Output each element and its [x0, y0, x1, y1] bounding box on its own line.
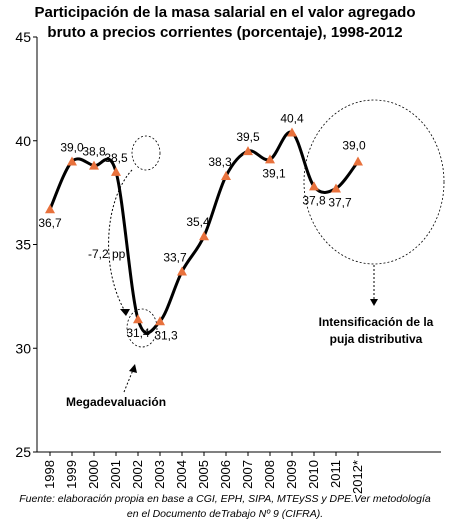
x-tick-label: 2001 — [108, 460, 123, 489]
marker-1999 — [67, 156, 77, 166]
y-tick-label: 40 — [15, 133, 31, 149]
drop-label: -7,2 pp — [88, 247, 126, 261]
y-tick-label: 45 — [15, 29, 31, 45]
marker-2003 — [155, 316, 165, 326]
x-tick-label: 2003 — [152, 460, 167, 489]
x-tick-label: 2010 — [306, 460, 321, 489]
devaluation-label: Megadevaluación — [66, 395, 166, 409]
dispute-arrow-head — [370, 299, 378, 306]
x-tick-label: 2012* — [350, 460, 365, 494]
data-label-2002: 31,4 — [126, 326, 150, 340]
chart-title-line-1: Participación de la masa salarial en el … — [34, 4, 415, 21]
x-tick-label: 1999 — [64, 460, 79, 489]
x-tick-label: 2002 — [130, 460, 145, 489]
x-tick-label: 1998 — [42, 460, 57, 489]
data-label-2010: 37,8 — [302, 193, 326, 207]
series-line — [48, 130, 360, 335]
marker-2012 — [353, 156, 363, 166]
x-tick-label: 2009 — [284, 460, 299, 489]
data-label-1999: 39,0 — [60, 141, 84, 155]
series-markers — [45, 127, 363, 326]
data-label-2000: 38,8 — [82, 145, 106, 159]
circle-2001-marker — [131, 135, 161, 171]
x-tick-label: 2007 — [240, 460, 255, 489]
x-tick-label: 2005 — [196, 460, 211, 489]
marker-2009 — [287, 127, 297, 137]
data-label-2005: 35,4 — [186, 215, 210, 229]
x-tick-label: 2004 — [174, 460, 189, 489]
marker-2007 — [243, 146, 253, 156]
y-tick-label: 35 — [15, 237, 31, 253]
data-label-2012: 39,0 — [342, 139, 366, 153]
data-label-1998: 36,7 — [38, 216, 62, 230]
devaluation-arrow — [123, 369, 134, 393]
devaluation-arrow-head — [129, 364, 137, 373]
marker-1998 — [45, 204, 55, 214]
circle-2002-marker — [126, 308, 158, 348]
data-label-2004: 33,7 — [163, 250, 187, 264]
marker-2008 — [265, 154, 275, 164]
y-tick-label: 25 — [15, 444, 31, 460]
marker-2000 — [89, 160, 99, 170]
x-tick-label: 2006 — [218, 460, 233, 489]
x-axis-ticks: 1998 1999 2000 2001 2002 2003 2004 2005 2006 2007… — [42, 452, 365, 494]
chart-title-line-2: bruto a precios corrientes (porcentaje),… — [47, 24, 402, 41]
marker-2011 — [331, 183, 341, 193]
marker-2002 — [133, 314, 143, 324]
x-tick-label: 2000 — [86, 460, 101, 489]
data-label-2001: 38,5 — [104, 151, 128, 165]
marker-2004 — [177, 266, 187, 276]
circle-2008-2012-region — [303, 99, 445, 265]
data-label-2007: 39,5 — [236, 130, 260, 144]
data-label-2003: 31,3 — [154, 328, 178, 342]
dispute-label-line-1: Intensificación de la — [319, 315, 434, 329]
marker-2006 — [221, 171, 231, 181]
dispute-label-line-2: puja distributiva — [330, 332, 423, 346]
data-label-2011: 37,7 — [328, 195, 352, 209]
x-tick-label: 2008 — [262, 460, 277, 489]
drop-arrow — [108, 169, 133, 314]
annotations: -7,2 pp Megadevaluación Intensificación … — [66, 99, 445, 409]
drop-arrow-head — [120, 309, 130, 316]
source-note-line-2: en el Documento deTrabajo Nº 9 (CIFRA). — [127, 508, 323, 520]
data-labels: 36,739,038,838,531,4 31,333,735,438,339,5… — [38, 111, 366, 342]
source-note-line-1: Fuente: elaboración propia en base a CGI… — [19, 493, 431, 505]
y-axis-ticks: 25 30 35 40 45 — [15, 29, 37, 460]
y-tick-label: 30 — [15, 340, 31, 356]
x-tick-label: 2011 — [328, 460, 343, 488]
marker-2001 — [111, 166, 121, 176]
marker-2005 — [199, 231, 209, 241]
marker-2010 — [309, 181, 319, 191]
data-label-2006: 38,3 — [208, 155, 232, 169]
data-label-2008: 39,1 — [262, 166, 286, 180]
data-label-2009: 40,4 — [280, 111, 304, 125]
